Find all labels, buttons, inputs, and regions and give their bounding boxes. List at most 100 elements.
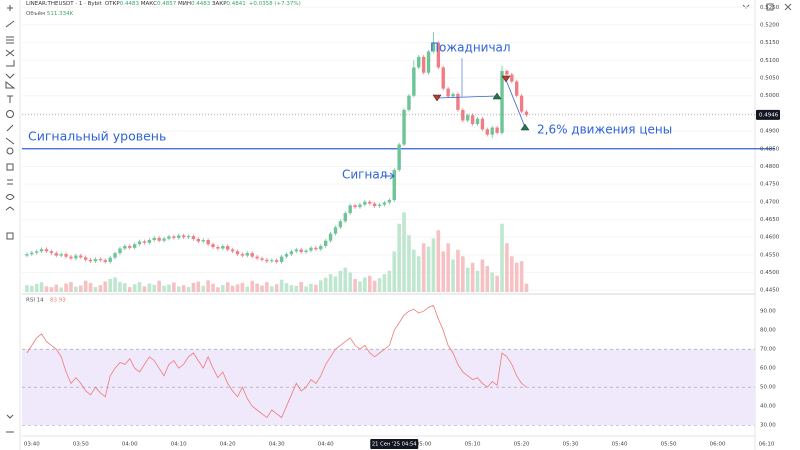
candle-body: [387, 200, 392, 203]
volume-bar: [29, 285, 34, 292]
x-tick-label: 04:00: [122, 442, 138, 448]
ohlc-value: 0.4841: [226, 1, 246, 7]
candle-body: [441, 67, 445, 89]
candle-body: [54, 253, 58, 256]
candle-body: [255, 256, 259, 259]
greed-label: Пожадничал: [430, 41, 511, 55]
volume-bar: [142, 286, 147, 292]
x-tick-label: 05:00: [416, 442, 432, 448]
rsi-tick-label: 40.00: [760, 404, 776, 410]
volume-bar: [333, 276, 338, 292]
candle-body: [392, 169, 396, 201]
candle-body: [421, 56, 426, 73]
volume-bar: [64, 283, 68, 292]
y-tick-label: 0.4850: [760, 146, 780, 152]
ohlc-label: ОТКР: [104, 1, 120, 7]
candle-body: [167, 236, 171, 239]
candle-body: [368, 201, 372, 204]
volume-bar: [162, 285, 166, 292]
volume-bar: [93, 287, 98, 292]
volume-bar: [284, 283, 289, 292]
change: +0.0358 (+7.37%): [248, 1, 301, 7]
candle-body: [270, 260, 274, 262]
volume-bar: [191, 282, 196, 292]
candle-body: [490, 127, 494, 135]
last-price-box: [756, 109, 780, 120]
candle-body: [128, 246, 132, 248]
candle-body: [382, 202, 387, 205]
rsi-tick-label: 90.00: [760, 309, 776, 315]
signal-label: Сигнал: [342, 168, 387, 182]
volume-bar: [363, 277, 367, 292]
volume-bar: [137, 282, 142, 292]
candle-body: [240, 254, 245, 256]
x-tick-label: 06:10: [759, 442, 775, 448]
candle-body: [142, 241, 147, 243]
candle-body: [328, 233, 333, 241]
candle-body: [470, 115, 475, 125]
candle-body: [245, 253, 250, 256]
x-tick-label: 04:10: [171, 442, 187, 448]
candle-body: [524, 111, 529, 115]
candle-body: [162, 238, 166, 241]
candle-body: [211, 244, 215, 248]
volume-bar: [456, 249, 460, 292]
candle-body: [505, 70, 509, 75]
y-tick-label: 0.5000: [760, 93, 780, 99]
candle-body: [377, 204, 382, 207]
rsi-label: RSI 14: [26, 298, 44, 304]
candle-body: [49, 251, 54, 254]
ohlc-label: ЗАКР: [212, 1, 227, 7]
volume-bar: [250, 280, 255, 292]
candle-body: [69, 256, 73, 259]
volume-bar: [397, 223, 401, 292]
candle-body: [466, 115, 470, 121]
y-tick-label: 0.4700: [760, 199, 780, 205]
ohlc: ОТКР0.4483 МАКС0.4857 МИН0.4483 ЗАКР0.48…: [105, 1, 246, 7]
candle-body: [230, 249, 235, 252]
candle-body: [412, 67, 416, 96]
x-tick-label: 03:50: [73, 442, 89, 448]
volume-bar: [59, 287, 63, 292]
volume-bar: [377, 278, 382, 292]
candle-body: [186, 236, 191, 238]
level-label: Сигнальный уровень: [28, 129, 166, 144]
volume-bar: [465, 267, 470, 292]
candle-body: [44, 249, 49, 252]
candle-body: [275, 260, 279, 262]
volume-bar: [196, 281, 201, 292]
candle-body: [402, 109, 406, 145]
candle-body: [226, 246, 230, 250]
candle-body: [348, 205, 352, 214]
toolbar: [5, 0, 21, 450]
volume-bar: [108, 279, 112, 292]
candle-body: [39, 249, 44, 252]
rsi-value: 83.93: [50, 298, 66, 304]
volume-bar: [279, 279, 284, 292]
volume-bar: [338, 270, 343, 292]
volume-bar: [510, 256, 514, 292]
candle-body: [363, 201, 367, 205]
volume-bar: [260, 285, 264, 292]
candle-body: [294, 249, 298, 252]
candle-body: [191, 236, 196, 239]
candle-body: [260, 258, 264, 260]
candle-body: [446, 88, 450, 97]
candle-body: [289, 251, 294, 255]
candle-body: [157, 237, 161, 241]
candle-body: [397, 144, 401, 170]
rsi-tick-label: 70.00: [760, 347, 776, 353]
header: LINEAR:THEUSDT · 1 · Bybit ОТКР0.4483 МА…: [26, 1, 301, 7]
volume-bar: [416, 256, 421, 292]
volume-bar: [372, 280, 377, 292]
top-icons[interactable]: [742, 3, 792, 11]
candle-body: [265, 259, 269, 262]
candle-body: [108, 257, 112, 262]
candle-body: [59, 254, 63, 256]
volume-bar: [44, 286, 49, 292]
volume-bar: [314, 284, 318, 292]
candle-body: [309, 247, 313, 251]
candle-body: [177, 235, 181, 238]
volume-bar: [152, 284, 157, 292]
